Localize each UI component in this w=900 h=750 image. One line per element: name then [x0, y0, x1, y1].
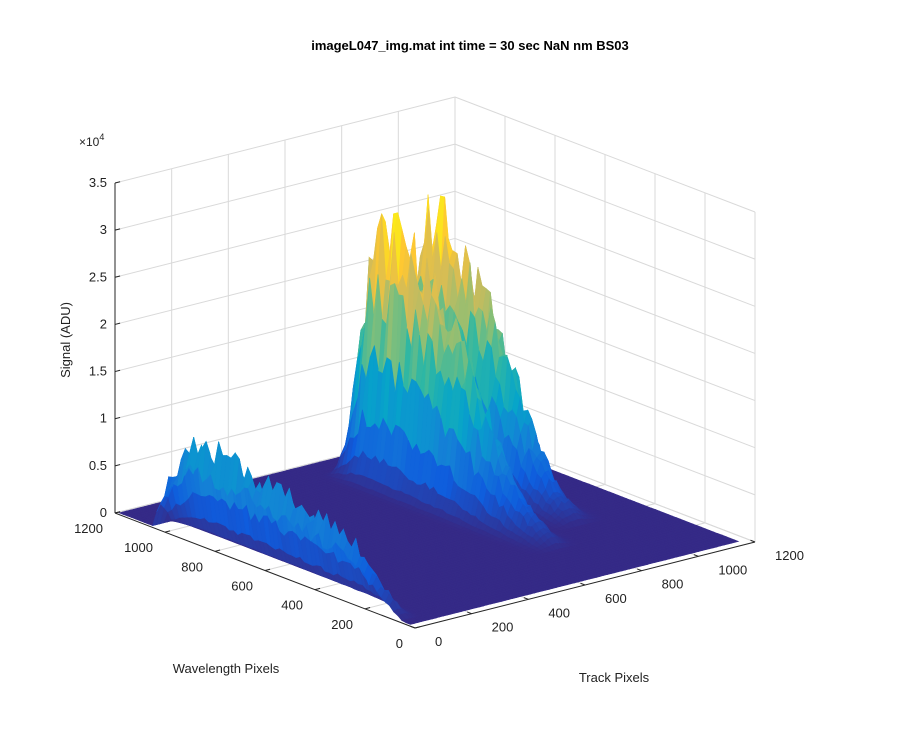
grid-line-24 [454, 332, 756, 449]
grid-line-29 [454, 96, 756, 213]
grid-line-28 [454, 143, 756, 260]
grid-line-12 [114, 190, 456, 278]
grid-line-13 [114, 143, 456, 231]
grid-line-25 [454, 285, 756, 402]
grid-line-27 [454, 190, 756, 307]
grid-line-26 [454, 237, 756, 354]
grid-line-14 [114, 96, 456, 184]
surface-layer [118, 194, 740, 625]
